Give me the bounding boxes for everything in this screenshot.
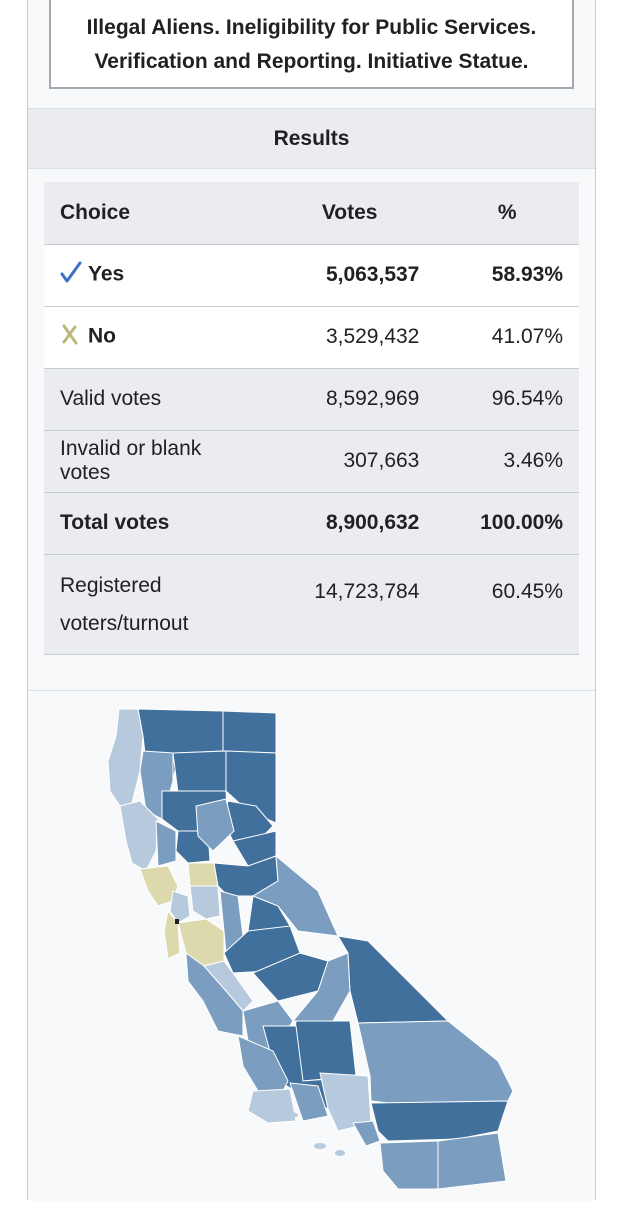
county-results-map[interactable] [28, 690, 595, 1201]
header-pct: % [435, 182, 579, 245]
results-table: Choice Votes % Yes 5,063,537 58.93% No 3… [44, 182, 579, 655]
infobox: Illegal Aliens. Ineligibility for Public… [27, 0, 596, 1201]
pct-invalid: 3.46% [435, 430, 579, 493]
table-header-row: Choice Votes % [44, 182, 579, 245]
pct-valid: 96.54% [435, 368, 579, 431]
california-map-image [107, 708, 514, 1190]
measure-title-box: Illegal Aliens. Ineligibility for Public… [49, 0, 574, 89]
table-row-total: Total votes 8,900,632 100.00% [44, 492, 579, 555]
choice-registered: Registered voters/turnout [44, 554, 264, 655]
table-row-no: No 3,529,432 41.07% [44, 306, 579, 369]
choice-valid: Valid votes [44, 368, 264, 431]
measure-title: Illegal Aliens. Ineligibility for Public… [86, 15, 537, 73]
table-row-yes: Yes 5,063,537 58.93% [44, 244, 579, 307]
choice-no: No [88, 324, 116, 348]
results-header: Results [28, 108, 595, 169]
choice-yes: Yes [88, 262, 125, 286]
table-row-registered: Registered voters/turnout 14,723,784 60.… [44, 554, 579, 655]
choice-total: Total votes [44, 492, 264, 555]
checkmark-icon [60, 261, 82, 289]
cross-icon [60, 323, 82, 351]
pct-total: 100.00% [435, 492, 579, 555]
votes-total: 8,900,632 [264, 492, 436, 555]
votes-registered: 14,723,784 [264, 554, 436, 655]
votes-valid: 8,592,969 [264, 368, 436, 431]
votes-no: 3,529,432 [264, 306, 436, 369]
header-choice: Choice [44, 182, 264, 245]
table-row-invalid: Invalid or blank votes 307,663 3.46% [44, 430, 579, 493]
votes-invalid: 307,663 [264, 430, 436, 493]
choice-invalid: Invalid or blank votes [44, 430, 264, 493]
table-row-valid: Valid votes 8,592,969 96.54% [44, 368, 579, 431]
pct-yes: 58.93% [435, 244, 579, 307]
pct-registered: 60.45% [435, 554, 579, 655]
votes-yes: 5,063,537 [264, 244, 436, 307]
pct-no: 41.07% [435, 306, 579, 369]
header-votes: Votes [264, 182, 436, 245]
